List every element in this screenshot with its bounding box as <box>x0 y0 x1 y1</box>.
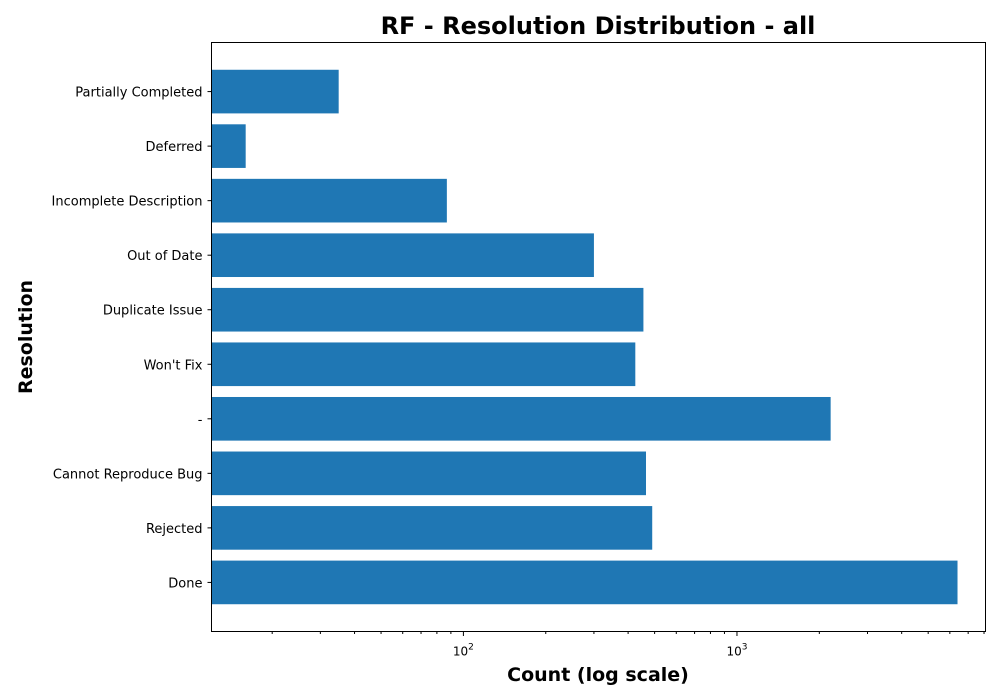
bar <box>211 560 958 605</box>
y-tick-label: - <box>198 413 203 428</box>
bar <box>211 342 636 387</box>
y-ticks: Done Rejected Cannot Reproduce Bug - Won't F… <box>52 86 212 591</box>
y-tick-label: Won't Fix <box>144 358 203 373</box>
y-tick-label: Cannot Reproduce Bug <box>53 467 203 482</box>
bar <box>211 178 447 223</box>
chart-title: RF - Resolution Distribution - all <box>381 12 816 40</box>
bar <box>211 69 339 114</box>
y-tick-label: Incomplete Description <box>52 195 203 210</box>
x-tick-label: 102 <box>453 643 474 659</box>
bar <box>211 451 646 496</box>
x-major-ticks: 102 103 <box>453 631 747 659</box>
bars-layer <box>211 69 958 605</box>
bar <box>211 233 594 278</box>
y-tick-label: Duplicate Issue <box>103 304 203 319</box>
y-axis-label: Resolution <box>15 280 37 394</box>
y-tick-label: Rejected <box>146 522 203 537</box>
y-tick-label: Deferred <box>145 140 202 155</box>
bar <box>211 506 653 550</box>
y-tick-label: Done <box>168 576 202 591</box>
x-axis-label: Count (log scale) <box>507 664 689 686</box>
bar <box>211 287 644 332</box>
plot-frame <box>211 42 986 632</box>
bar <box>211 396 831 441</box>
x-tick-label: 103 <box>726 643 747 659</box>
bar <box>211 124 246 168</box>
y-tick-label: Partially Completed <box>75 86 202 101</box>
y-tick-label: Out of Date <box>127 249 202 264</box>
